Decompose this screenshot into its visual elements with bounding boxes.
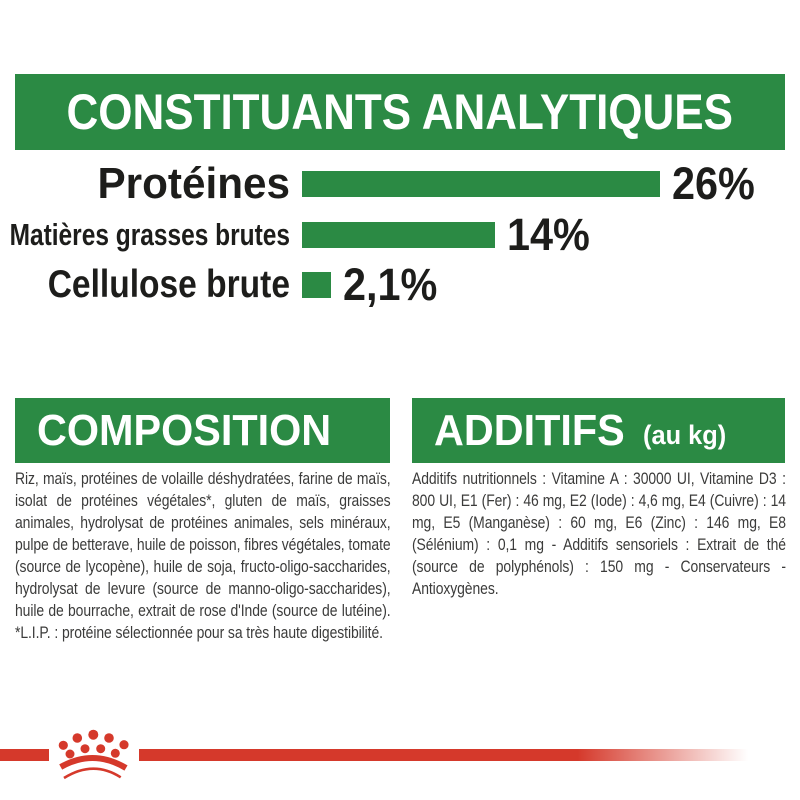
chart-value-label: 2,1% [342,259,438,310]
chart-bar [302,272,331,298]
chart-row: Protéines 26% [0,158,800,209]
chart-value-label: 14% [506,208,590,260]
chart-bar [302,171,660,197]
additives-body: Additifs nutritionnels : Vitamine A : 30… [412,469,786,598]
additives-title: ADDITIFS [434,405,625,455]
analytical-constituents-title: CONSTITUANTS ANALYTIQUES [66,84,734,140]
royal-canin-crown-icon [58,729,129,780]
chart-bar [302,221,495,248]
analytical-constituents-header: CONSTITUANTS ANALYTIQUES [15,74,785,150]
chart-category-label: Matières grasses brutes [9,216,291,252]
additives-header: ADDITIFS (au kg) [412,398,785,463]
composition-body: Riz, maïs, protéines de volaille déshydr… [15,469,391,642]
footer-red-line-right [139,749,748,761]
composition-title: COMPOSITION [37,405,332,455]
chart-category-label: Protéines [97,159,290,208]
analytical-chart: Protéines 26% Matières grasses brutes 14% Ce… [0,158,800,319]
chart-row: Matières grasses brutes 14% [0,208,800,260]
footer-red-line-left [0,749,49,761]
composition-header: COMPOSITION [15,398,390,463]
chart-row: Cellulose brute 2,1% [0,259,800,310]
additives-unit-label: (au kg) [642,420,727,450]
chart-category-label: Cellulose brute [47,263,290,306]
chart-value-label: 26% [672,158,755,209]
